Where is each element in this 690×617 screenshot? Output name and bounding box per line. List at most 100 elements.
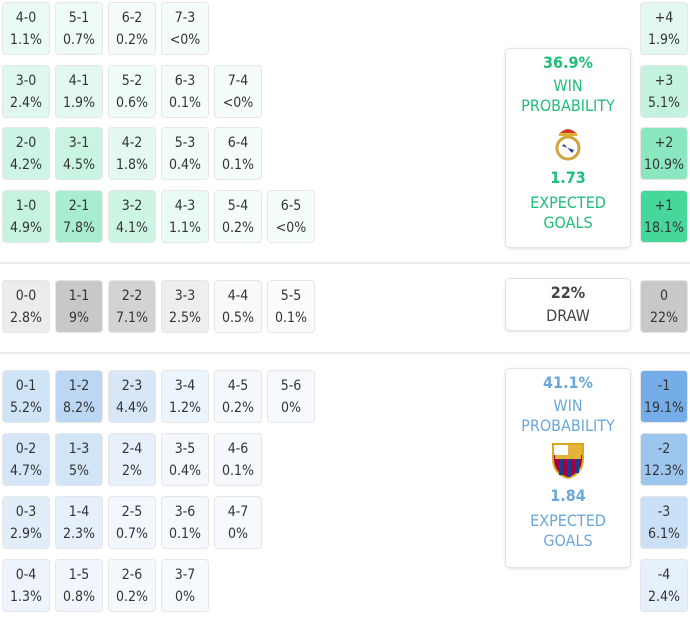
score-label: 1-1 bbox=[68, 288, 90, 304]
home-win-card: 36.9% WIN PROBABILITY 1.73 EXPECTED GOAL… bbox=[505, 48, 631, 248]
scoreline-cell: 5-4 0.2% bbox=[214, 190, 262, 243]
scoreline-cell: 1-1 9% bbox=[55, 280, 103, 333]
scoreline-cell: 2-4 2% bbox=[108, 433, 156, 486]
score-label: 0-0 bbox=[15, 288, 37, 304]
score-probability: 0% bbox=[228, 526, 248, 542]
scoreline-cell: 2-3 4.4% bbox=[108, 370, 156, 423]
scoreline-cell: 6-2 0.2% bbox=[108, 2, 156, 55]
scoreline-cell: 5-3 0.4% bbox=[161, 127, 209, 180]
score-probability: <0% bbox=[169, 32, 201, 48]
score-probability: 22% bbox=[650, 310, 678, 326]
score-label: 4-4 bbox=[227, 288, 249, 304]
score-label: 5-2 bbox=[121, 73, 143, 89]
scoreline-cell: 3-1 4.5% bbox=[55, 127, 103, 180]
score-label: 3-1 bbox=[68, 135, 90, 151]
scoreline-cell: 0-3 2.9% bbox=[2, 496, 50, 549]
score-label: 6-3 bbox=[174, 73, 196, 89]
score-probability: 0.1% bbox=[222, 157, 254, 173]
scoreline-cell: 5-6 0% bbox=[267, 370, 315, 423]
score-label: 4-5 bbox=[227, 378, 249, 394]
scoreline-cell: 4-7 0% bbox=[214, 496, 262, 549]
score-probability: 0.7% bbox=[116, 526, 148, 542]
score-probability: 2.5% bbox=[169, 310, 201, 326]
scoreline-cell: 0-0 2.8% bbox=[2, 280, 50, 333]
score-label: -1 bbox=[657, 378, 671, 394]
scoreline-cell: 4-3 1.1% bbox=[161, 190, 209, 243]
score-label: 3-7 bbox=[174, 567, 196, 583]
scoreline-cell: 3-2 4.1% bbox=[108, 190, 156, 243]
margin-cell: -3 6.1% bbox=[640, 496, 688, 549]
score-probability: 0.2% bbox=[116, 32, 148, 48]
score-label: 3-0 bbox=[15, 73, 37, 89]
scoreline-cell: 1-3 5% bbox=[55, 433, 103, 486]
divider bbox=[0, 262, 690, 264]
score-label: 1-2 bbox=[68, 378, 90, 394]
score-probability: 0.5% bbox=[222, 310, 254, 326]
score-label: 4-3 bbox=[174, 198, 196, 214]
score-probability: 0.1% bbox=[169, 95, 201, 111]
score-probability: 7.1% bbox=[116, 310, 148, 326]
score-label: 4-2 bbox=[121, 135, 143, 151]
score-label: 5-6 bbox=[280, 378, 302, 394]
score-probability: 4.5% bbox=[63, 157, 95, 173]
score-probability: 0.4% bbox=[169, 463, 201, 479]
score-probability: 1.3% bbox=[10, 589, 42, 605]
scoreline-cell: 3-4 1.2% bbox=[161, 370, 209, 423]
home-xg: 1.73 bbox=[550, 168, 586, 187]
scoreline-cell: 4-2 1.8% bbox=[108, 127, 156, 180]
scoreline-cell: 3-5 0.4% bbox=[161, 433, 209, 486]
score-probability: 8.2% bbox=[63, 400, 95, 416]
score-label: 1-4 bbox=[68, 504, 90, 520]
margin-cell: +3 5.1% bbox=[640, 65, 688, 118]
score-probability: <0% bbox=[275, 220, 307, 236]
score-label: 4-0 bbox=[15, 10, 37, 26]
score-probability: 0.1% bbox=[275, 310, 307, 326]
scoreline-cell: 1-0 4.9% bbox=[2, 190, 50, 243]
score-label: 2-3 bbox=[121, 378, 143, 394]
scoreline-cell: 4-4 0.5% bbox=[214, 280, 262, 333]
score-probability: 1.9% bbox=[63, 95, 95, 111]
score-label: 0-3 bbox=[15, 504, 37, 520]
score-probability: 2.4% bbox=[648, 589, 680, 605]
score-probability: 1.2% bbox=[169, 400, 201, 416]
score-probability: 1.1% bbox=[10, 32, 42, 48]
score-label: -2 bbox=[657, 441, 671, 457]
score-label: 1-3 bbox=[68, 441, 90, 457]
score-label: 5-1 bbox=[68, 10, 90, 26]
score-label: 3-4 bbox=[174, 378, 196, 394]
score-label: 5-4 bbox=[227, 198, 249, 214]
divider bbox=[0, 352, 690, 354]
score-probability: 4.2% bbox=[10, 157, 42, 173]
score-label: +2 bbox=[654, 135, 674, 151]
score-probability: 5% bbox=[69, 463, 89, 479]
score-label: +4 bbox=[654, 10, 674, 26]
score-label: 6-5 bbox=[280, 198, 302, 214]
score-probability: 2.8% bbox=[10, 310, 42, 326]
score-label: 3-6 bbox=[174, 504, 196, 520]
score-probability: 1.8% bbox=[116, 157, 148, 173]
scoreline-cell: 4-1 1.9% bbox=[55, 65, 103, 118]
score-probability: 7.8% bbox=[63, 220, 95, 236]
scoreline-cell: 2-2 7.1% bbox=[108, 280, 156, 333]
scoreline-cell: 0-2 4.7% bbox=[2, 433, 50, 486]
draw-label: DRAW bbox=[546, 306, 590, 325]
scoreline-cell: 5-2 0.6% bbox=[108, 65, 156, 118]
scoreline-cell: 1-4 2.3% bbox=[55, 496, 103, 549]
score-label: +1 bbox=[654, 198, 674, 214]
score-label: 1-0 bbox=[15, 198, 37, 214]
score-probability: 0% bbox=[175, 589, 195, 605]
score-probability: 2% bbox=[122, 463, 142, 479]
score-label: 2-2 bbox=[121, 288, 143, 304]
away-xg: 1.84 bbox=[550, 486, 586, 505]
score-label: 2-5 bbox=[121, 504, 143, 520]
score-probability: 19.1% bbox=[643, 400, 684, 416]
score-probability: 0.4% bbox=[169, 157, 201, 173]
scoreline-cell: 0-4 1.3% bbox=[2, 559, 50, 612]
score-probability: 1.1% bbox=[169, 220, 201, 236]
score-probability: <0% bbox=[222, 95, 254, 111]
score-label: 3-5 bbox=[174, 441, 196, 457]
score-probability: 0.7% bbox=[63, 32, 95, 48]
scoreline-cell: 3-6 0.1% bbox=[161, 496, 209, 549]
score-label: 7-3 bbox=[174, 10, 196, 26]
score-probability: 2.9% bbox=[10, 526, 42, 542]
